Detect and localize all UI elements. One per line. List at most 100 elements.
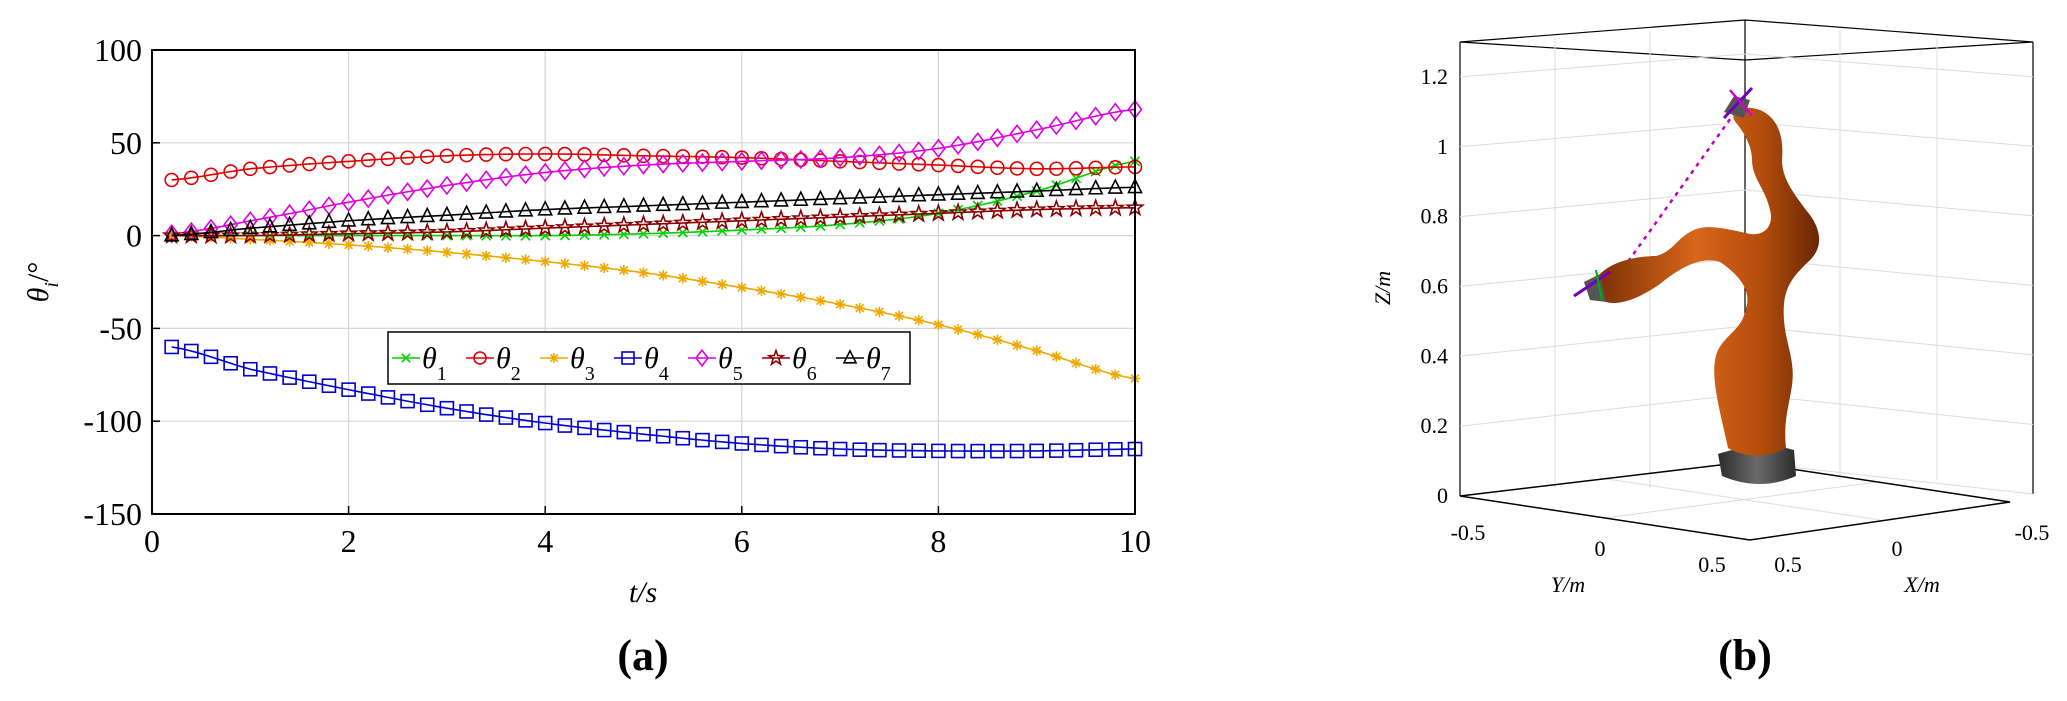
data-point [697,276,708,287]
y-tick-label: -150 [83,496,142,532]
x-tick-label: 4 [537,523,553,559]
data-point [164,339,179,355]
grid-line [1599,477,1881,521]
data-point [970,443,986,459]
x-tick-label: 6 [734,523,750,559]
data-point [478,169,494,190]
data-point [1110,160,1121,171]
data-point [596,197,612,214]
data-point [832,441,848,457]
data-point [911,443,927,459]
legend-label: θ4 [644,342,669,385]
data-point [889,204,910,224]
data-point [655,428,671,444]
data-point [458,204,475,221]
data-point [869,204,890,225]
data-point [596,157,612,178]
legend-item: θ1 [392,342,447,385]
data-point [360,209,377,226]
series-θ2 [164,146,1143,188]
data-point [281,215,298,232]
data-point [540,256,551,267]
data-point [163,226,180,242]
data-point [559,258,571,269]
data-point [911,141,927,161]
x-tick-label: 2 [341,523,357,559]
data-point [363,241,374,252]
data-point [402,243,413,255]
y-tick-label: 100 [94,32,142,68]
z-tick-label: 0.4 [1421,343,1449,368]
data-point [714,149,730,165]
data-point [596,147,612,163]
data-point [520,230,531,241]
data-point [184,343,199,359]
data-point [677,273,689,284]
data-point [657,270,669,281]
z-tick-label: 1 [1437,134,1448,159]
data-point [773,438,789,454]
series-θ6 [161,197,1145,245]
y-tick-label-3d: 0 [1595,536,1606,561]
data-point [815,295,826,306]
data-point [400,182,416,202]
data-point [161,225,182,245]
data-point [439,175,455,196]
series-θ3 [166,230,1141,384]
data-point [498,202,514,218]
data-point [1088,442,1103,458]
frame-axis-icon [1729,89,1753,117]
panel-label-b: (b) [1718,631,1772,680]
z-tick-label: 0.6 [1421,273,1449,298]
data-point [792,190,809,206]
data-point [400,393,415,409]
data-point [793,439,809,455]
legend-item: θ4 [614,342,669,385]
data-point [694,348,710,368]
data-point [1105,197,1126,217]
data-point [323,238,335,249]
tick-labels-3d: 00.20.40.60.811.2-0.500.5 0.50-0.5 [1421,64,2050,577]
data-point [574,216,595,236]
data-point [166,230,177,241]
data-point [672,212,693,232]
x-tick-label: 0 [144,523,160,559]
data-point [498,167,514,187]
data-point [223,355,238,371]
data-point [1066,198,1086,218]
data-point [360,386,376,401]
frame-axis-icon [1595,269,1603,301]
data-point [1068,179,1084,196]
data-point [456,220,477,240]
data-point [242,218,259,235]
data-point [1031,345,1042,356]
data-point [694,152,710,173]
data-point [577,159,593,179]
y-axis-subscript: i [41,282,63,288]
data-point [279,224,300,244]
data-point [790,207,811,228]
data-point [1029,120,1045,140]
y-tick-label: -100 [83,403,142,439]
data-point [203,222,219,239]
z-axis-label: Z/m [1370,271,1395,305]
grid-line [1459,189,2034,218]
data-point [716,279,728,290]
data-point [930,138,946,159]
data-point [264,235,276,246]
robot-arm [1573,86,1820,484]
data-point [222,220,239,237]
data-point [520,254,531,265]
data-point [756,285,767,296]
data-point [223,214,239,235]
series-line [171,153,1136,181]
data-point [990,443,1005,459]
series-θ7 [163,177,1143,242]
data-point [812,148,828,169]
legend-item: θ7 [836,342,891,385]
legend-item: θ3 [540,342,595,385]
data-point [399,207,416,224]
data-point [517,201,534,217]
data-point [382,242,394,253]
data-point [439,400,455,416]
